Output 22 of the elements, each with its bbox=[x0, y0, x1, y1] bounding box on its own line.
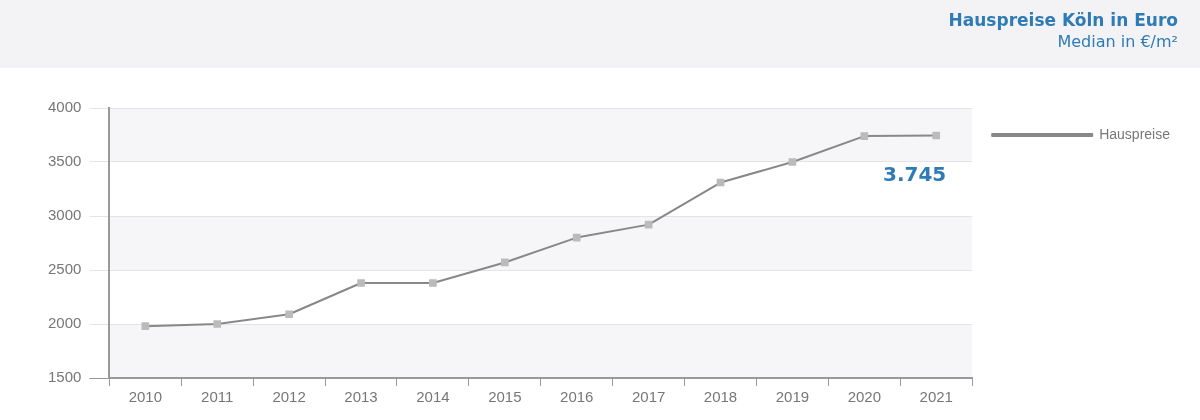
x-tick-label: 2014 bbox=[416, 388, 450, 406]
text: Median in €/m² bbox=[1056, 32, 1178, 51]
x-tick-label: 2017 bbox=[631, 388, 666, 406]
x-tick-label: 2011 bbox=[201, 388, 234, 406]
data-label: 3.745 bbox=[882, 161, 947, 186]
x-tick-label: 2021 bbox=[919, 388, 953, 406]
y-tick-label: 2000 bbox=[47, 314, 82, 332]
y-tick-label: 2500 bbox=[47, 260, 82, 278]
x-tick-label: 2012 bbox=[272, 388, 306, 406]
y-tick-label: 1500 bbox=[47, 368, 82, 386]
x-tick-label: 2010 bbox=[128, 388, 163, 406]
y-tick-label: 4000 bbox=[47, 98, 82, 116]
text: Hauspreise bbox=[1099, 125, 1171, 142]
x-tick-label: 2018 bbox=[703, 388, 738, 406]
x-tick-label: 2019 bbox=[775, 388, 810, 406]
x-tick-label: 2016 bbox=[560, 388, 594, 406]
text: Hauspreise Köln in Euro bbox=[948, 10, 1178, 30]
y-tick-label: 3500 bbox=[47, 152, 82, 170]
x-tick-label: 2015 bbox=[488, 388, 522, 406]
y-tick-label: 3000 bbox=[47, 206, 82, 224]
x-tick-label: 2020 bbox=[847, 388, 882, 406]
x-tick-label: 2013 bbox=[344, 388, 378, 406]
